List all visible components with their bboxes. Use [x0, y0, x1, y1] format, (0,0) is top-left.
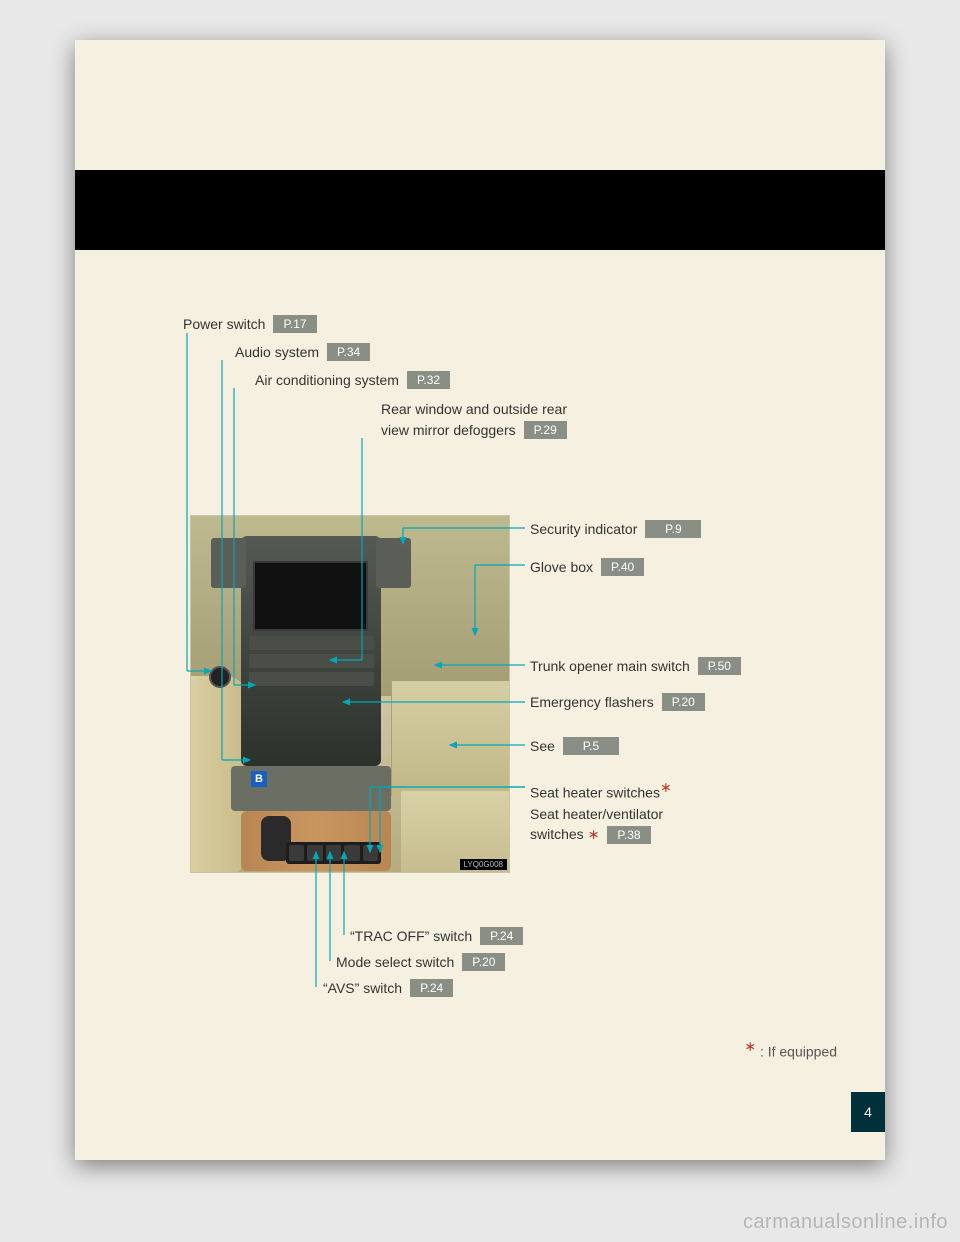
switch-slot	[307, 845, 322, 861]
label-text: “TRAC OFF” switch	[350, 927, 472, 946]
label-rear-defogger: Rear window and outside rear view mirror…	[381, 400, 567, 440]
page-ref[interactable]: P.24	[480, 927, 523, 945]
asterisk-icon: ∗	[660, 779, 672, 795]
viewport: Power switch P.17 Audio system P.34 Air …	[0, 0, 960, 1242]
label-glove-box: Glove box P.40	[530, 558, 644, 577]
label-trunk-opener: Trunk opener main switch P.50	[530, 657, 741, 676]
label-avs: “AVS” switch P.24	[323, 979, 453, 998]
label-text-line2: Seat heater/ventilator	[530, 805, 672, 824]
page-ref[interactable]: P.50	[698, 657, 741, 675]
page-ref[interactable]: P.32	[407, 371, 450, 389]
label-text: Air conditioning system	[255, 371, 399, 390]
button-row	[249, 654, 374, 668]
diagram-area: Power switch P.17 Audio system P.34 Air …	[75, 40, 885, 1160]
label-text: Glove box	[530, 558, 593, 577]
page-number: 4	[864, 1104, 872, 1120]
label-power-switch: Power switch P.17	[183, 315, 317, 334]
glove-box-panel	[391, 681, 510, 796]
label-text: Audio system	[235, 343, 319, 362]
switch-slot	[289, 845, 304, 861]
label-text-line1: Rear window and outside rear	[381, 400, 567, 419]
page-number-tab: 4	[851, 1092, 885, 1132]
asterisk-icon: ∗	[744, 1038, 756, 1054]
footnote-text: : If equipped	[760, 1044, 837, 1060]
label-text: “AVS” switch	[323, 979, 402, 998]
label-air-conditioning: Air conditioning system P.32	[255, 371, 450, 390]
page-ref[interactable]: P.34	[327, 343, 370, 361]
label-trac-off: “TRAC OFF” switch P.24	[350, 927, 523, 946]
nav-screen	[253, 561, 368, 631]
label-text-line3: switches	[530, 825, 584, 844]
label-text: Security indicator	[530, 520, 637, 539]
image-code: LYQ0G008	[460, 859, 507, 870]
label-text: Mode select switch	[336, 953, 454, 972]
manual-page: Power switch P.17 Audio system P.34 Air …	[75, 40, 885, 1160]
switch-slot	[363, 845, 378, 861]
air-vent-left	[211, 538, 246, 588]
console-switch-row	[286, 842, 381, 864]
button-row	[249, 636, 374, 650]
page-ref[interactable]: P.29	[524, 421, 567, 439]
label-security-indicator: Security indicator P.9	[530, 520, 701, 539]
b-badge-icon: B	[251, 771, 267, 787]
page-ref[interactable]: P.20	[462, 953, 505, 971]
button-row	[249, 672, 374, 686]
label-emergency-flashers: Emergency flashers P.20	[530, 693, 705, 712]
page-ref[interactable]: P.20	[662, 693, 705, 711]
page-ref[interactable]: P.5	[563, 737, 619, 755]
power-start-button	[209, 666, 231, 688]
label-audio-system: Audio system P.34	[235, 343, 370, 362]
dashboard-photo: B LYQ0G008	[190, 515, 510, 873]
label-mode-select: Mode select switch P.20	[336, 953, 505, 972]
label-see: See P.5	[530, 737, 619, 756]
label-seat-heater: Seat heater switches∗ Seat heater/ventil…	[530, 779, 672, 844]
label-text: Power switch	[183, 315, 265, 334]
air-vent-right	[376, 538, 411, 588]
label-text: See	[530, 737, 555, 756]
page-ref[interactable]: P.38	[607, 826, 650, 844]
page-ref[interactable]: P.17	[273, 315, 316, 333]
label-text-line1: Seat heater switches	[530, 785, 660, 801]
label-text-line2: view mirror defoggers	[381, 421, 516, 440]
watermark-text: carmanualsonline.info	[743, 1211, 948, 1234]
label-text: Emergency flashers	[530, 693, 654, 712]
asterisk-icon: ∗	[588, 826, 600, 843]
switch-slot	[344, 845, 359, 861]
page-ref[interactable]: P.9	[645, 520, 701, 538]
page-ref[interactable]: P.40	[601, 558, 644, 576]
switch-slot	[326, 845, 341, 861]
page-ref[interactable]: P.24	[410, 979, 453, 997]
label-text: Trunk opener main switch	[530, 657, 690, 676]
equipped-footnote: ∗ : If equipped	[744, 1038, 837, 1060]
